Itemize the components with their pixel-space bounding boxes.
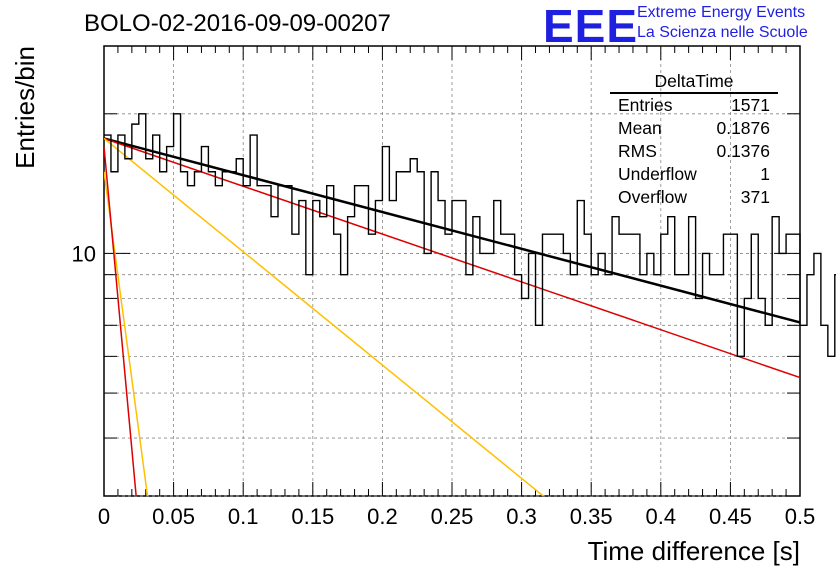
chart-title: BOLO-02-2016-09-09-00207 <box>84 10 391 37</box>
x-tick-labels: 0 0.05 0.1 0.15 0.2 0.25 0.3 0.35 0.4 0.45 0.5 <box>98 504 815 529</box>
fit-curve-4 <box>145 482 149 496</box>
stat-row-overflow: Overflow 371 <box>610 186 778 209</box>
stats-title: DeltaTime <box>610 70 778 94</box>
fit-curve-2 <box>104 137 545 496</box>
stat-name: Underflow <box>618 164 697 184</box>
logo-line-1: Extreme Energy Events <box>637 4 806 21</box>
axis-ticks <box>103 46 801 497</box>
x-tick-label: 0.2 <box>367 504 398 529</box>
x-tick-label: 0.3 <box>506 504 537 529</box>
stat-value: 0.1376 <box>716 141 770 161</box>
x-tick-label: 0.35 <box>570 504 613 529</box>
y-tick-label: 10 <box>72 241 96 266</box>
stat-value: 0.1876 <box>716 118 770 138</box>
fit-curve-1 <box>104 137 800 379</box>
x-tick-label: 0.4 <box>646 504 677 529</box>
x-tick-label: 0.5 <box>785 504 816 529</box>
x-tick-label: 0.1 <box>228 504 259 529</box>
stat-row-entries: Entries 1571 <box>610 94 778 117</box>
x-tick-label: 0 <box>98 504 110 529</box>
stats-box: DeltaTime Entries 1571 Mean 0.1876 RMS 0… <box>610 70 778 209</box>
x-tick-label: 0.05 <box>152 504 195 529</box>
y-tick-labels: 10 <box>72 241 96 266</box>
x-tick-label: 0.25 <box>431 504 474 529</box>
stat-row-mean: Mean 0.1876 <box>610 117 778 140</box>
stat-name: Entries <box>618 95 673 115</box>
stat-name: RMS <box>618 141 657 161</box>
stat-row-underflow: Underflow 1 <box>610 163 778 186</box>
logo-line-2: La Scienza nelle Scuole <box>637 24 808 41</box>
eee-logo: EEE <box>543 0 639 52</box>
y-axis-label: Entries/bin <box>10 46 40 169</box>
histogram-steps <box>104 113 836 358</box>
stat-value: 371 <box>740 187 770 207</box>
x-axis-label: Time difference [s] <box>588 536 800 566</box>
x-tick-label: 0.15 <box>291 504 334 529</box>
fit-curve-5 <box>104 146 137 496</box>
grid-lines <box>104 46 800 497</box>
stat-value: 1571 <box>731 95 770 115</box>
stat-name: Overflow <box>618 187 688 207</box>
histogram-line <box>104 113 836 358</box>
x-tick-label: 0.45 <box>709 504 752 529</box>
stat-value: 1 <box>760 164 770 184</box>
stat-name: Mean <box>618 118 662 138</box>
stat-row-rms: RMS 0.1376 <box>610 140 778 163</box>
